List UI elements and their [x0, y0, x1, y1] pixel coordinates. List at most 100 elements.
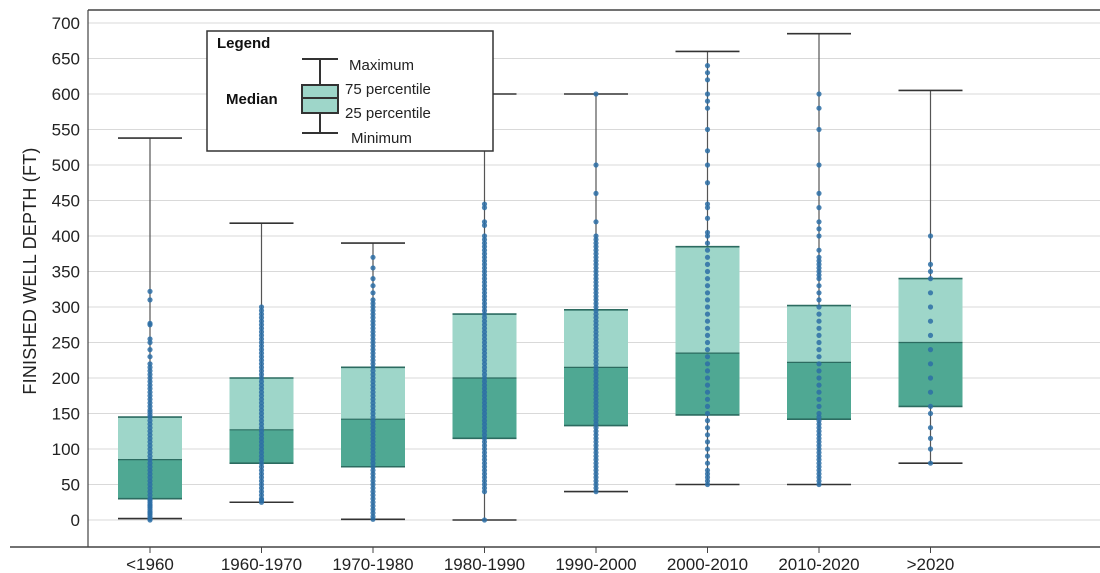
point-7-11 [927, 318, 934, 324]
point-6-36 [816, 297, 822, 303]
point-6-31 [816, 332, 822, 338]
point-6-23 [816, 389, 822, 395]
legend-title: Legend [217, 35, 270, 52]
point-5-35 [704, 247, 711, 253]
data-points [147, 63, 934, 523]
point-4-73 [593, 219, 599, 225]
point-2-64 [370, 283, 376, 289]
legend-minimum-label: Minimum [351, 130, 412, 147]
y-tick-label-200: 200 [52, 369, 80, 388]
point-2-65 [370, 276, 376, 282]
point-3-0 [481, 517, 488, 523]
point-6-29 [816, 347, 822, 353]
point-6-25 [816, 375, 822, 381]
point-5-10 [704, 425, 711, 431]
point-5-34 [704, 254, 711, 260]
point-6-50 [816, 205, 822, 211]
x-tick-label-7: >2020 [907, 555, 955, 573]
point-7-5 [927, 403, 934, 409]
point-5-44 [704, 148, 711, 154]
point-7-6 [927, 389, 934, 395]
point-5-20 [704, 354, 711, 360]
point-5-8 [704, 439, 711, 445]
point-4-72 [593, 233, 599, 239]
y-tick-label-100: 100 [52, 440, 80, 459]
point-4-74 [593, 190, 599, 196]
point-0-55 [147, 336, 153, 342]
x-tick-label-1: 1960-1970 [221, 555, 302, 573]
points-3 [481, 91, 488, 523]
point-6-55 [816, 91, 822, 97]
point-5-32 [704, 268, 711, 275]
y-tick-label-700: 700 [52, 14, 80, 33]
point-7-7 [927, 375, 934, 381]
point-5-27 [704, 304, 711, 310]
point-5-41 [704, 201, 711, 207]
x-tick-label-3: 1980-1990 [444, 555, 525, 573]
point-6-46 [816, 247, 822, 253]
x-tick-label-0: <1960 [126, 555, 174, 573]
x-tick-label-5: 2000-2010 [667, 555, 748, 573]
point-7-8 [927, 361, 934, 367]
point-5-21 [704, 347, 711, 353]
point-5-39 [704, 215, 711, 221]
point-5-48 [704, 91, 711, 97]
point-6-53 [816, 126, 822, 133]
x-tick-label-2: 1970-1980 [332, 555, 413, 573]
y-axis: 0 50 100 150 200 250 300 350 400 450 500 550 600 650 7… [52, 10, 89, 547]
legend: Legend Median Maximum 75 percentile 25 p… [206, 30, 494, 152]
y-tick-label-350: 350 [52, 263, 80, 282]
point-7-10 [927, 332, 934, 338]
point-5-28 [704, 297, 711, 303]
point-6-34 [816, 311, 822, 317]
point-2-66 [370, 265, 376, 271]
point-0-57 [147, 320, 153, 326]
point-5-4 [704, 467, 711, 473]
y-tick-label-550: 550 [52, 121, 80, 140]
points-5 [704, 63, 711, 488]
y-tick-label-300: 300 [52, 298, 80, 317]
point-6-38 [816, 283, 822, 289]
point-7-0 [927, 460, 934, 466]
x-tick-label-6: 2010-2020 [778, 555, 859, 573]
point-6-21 [816, 403, 822, 409]
point-5-19 [704, 361, 711, 367]
points-2 [370, 254, 376, 522]
point-6-32 [816, 325, 822, 331]
points-1 [258, 304, 265, 505]
point-6-30 [816, 339, 822, 346]
legend-q3-label: 75 percentile [345, 81, 431, 98]
point-6-26 [816, 368, 822, 374]
y-axis-label: FINISHED WELL DEPTH (FT) [20, 147, 40, 394]
point-6-20 [816, 410, 822, 417]
point-5-12 [704, 410, 711, 417]
point-5-17 [704, 375, 711, 381]
point-6-35 [816, 304, 822, 310]
point-2-62 [370, 297, 376, 303]
points-0 [147, 288, 153, 523]
point-7-15 [927, 268, 934, 275]
y-tick-label-500: 500 [52, 156, 80, 175]
point-5-25 [704, 318, 711, 324]
point-5-5 [704, 460, 711, 466]
point-3-77 [481, 201, 488, 207]
y-tick-label-450: 450 [52, 192, 80, 211]
legend-median-label: Median [226, 91, 278, 108]
point-7-14 [927, 276, 934, 282]
point-5-45 [704, 126, 711, 133]
points-7 [927, 233, 934, 466]
point-7-12 [927, 304, 934, 310]
lower-box-7 [898, 342, 963, 407]
point-5-31 [704, 276, 711, 282]
point-0-59 [147, 288, 153, 294]
point-7-3 [927, 425, 934, 431]
point-5-11 [704, 418, 711, 424]
point-3-75 [481, 219, 488, 225]
point-6-54 [816, 105, 822, 111]
point-7-2 [927, 435, 934, 441]
point-6-28 [816, 354, 822, 360]
point-5-24 [704, 325, 711, 331]
point-5-51 [704, 63, 711, 69]
point-5-36 [704, 240, 711, 246]
point-5-38 [704, 229, 711, 236]
